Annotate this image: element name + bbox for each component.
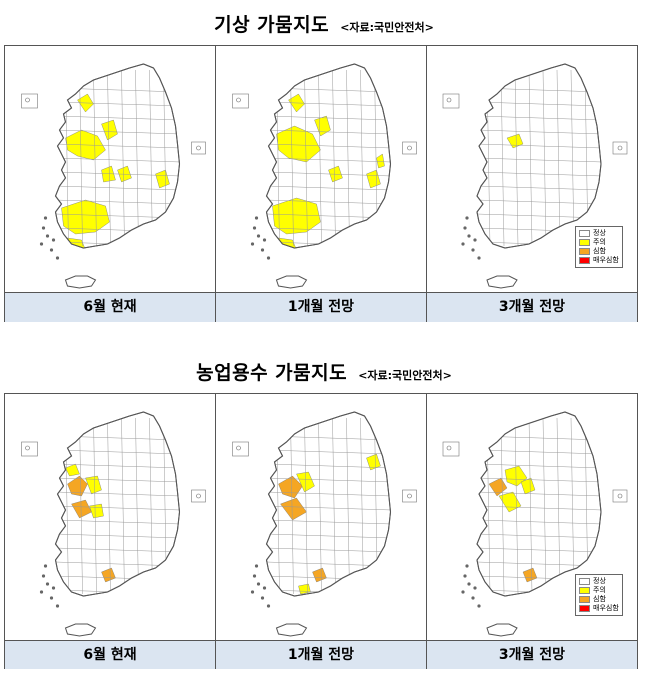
- caution-region: [376, 153, 385, 169]
- legend-item: 매우심함: [579, 256, 619, 265]
- caution-region: [366, 169, 381, 189]
- panel-label-1month: 1개월 전망: [216, 293, 427, 322]
- caution-region: [298, 583, 311, 595]
- legend-item: 심함: [579, 247, 619, 256]
- legend-label: 매우심함: [593, 256, 619, 264]
- legend-item: 매우심함: [579, 604, 619, 613]
- caution-region: [276, 125, 321, 163]
- panel-label-3month: 3개월 전망: [498, 647, 566, 663]
- caution-region: [520, 477, 536, 495]
- legend-label: 주의: [593, 586, 606, 594]
- map-row: 정상 주의 심함 매우심함: [5, 46, 637, 292]
- caution-region: [101, 165, 116, 183]
- map-panel-table: 정상 주의 심함 매우심함 6월 현재 1개월 전망 3개월 전망: [4, 393, 638, 669]
- map-panel-current: [5, 394, 216, 640]
- korea-drought-map-meteorological-1month-icon: [232, 63, 417, 289]
- legend-label: 심함: [593, 247, 606, 255]
- legend-item: 주의: [579, 586, 619, 595]
- caution-region: [155, 169, 170, 189]
- section-title-text: 기상 가뭄지도: [214, 14, 330, 36]
- section-title: 농업용수 가뭄지도 <자료:국민안전처>: [0, 358, 648, 385]
- legend-swatch: [579, 239, 590, 246]
- panel-label-current: 6월 현재: [5, 641, 216, 669]
- caution-region: [65, 463, 80, 477]
- caution-region: [85, 475, 102, 495]
- legend-swatch: [579, 587, 590, 594]
- section-title-text: 농업용수 가뭄지도: [196, 362, 348, 384]
- korea-drought-map-meteorological-3month-icon: [442, 63, 628, 289]
- korea-drought-map-meteorological-current-icon: [21, 63, 206, 289]
- map-legend: 정상 주의 심함 매우심함: [575, 574, 623, 616]
- legend-swatch: [579, 257, 590, 264]
- section-source: <자료:국민안전처>: [340, 21, 434, 34]
- panel-label-row: 6월 현재 1개월 전망 3개월 전망: [5, 640, 637, 669]
- legend-label: 주의: [593, 238, 606, 246]
- legend-swatch: [579, 578, 590, 585]
- caution-region: [506, 133, 524, 149]
- map-panel-1month: [216, 394, 427, 640]
- map-panel-1month: [216, 46, 427, 292]
- serious-region: [280, 497, 307, 521]
- legend-item: 심함: [579, 595, 619, 604]
- legend-label: 매우심함: [593, 604, 619, 612]
- caution-region: [272, 197, 321, 235]
- legend-swatch: [579, 596, 590, 603]
- map-panel-table: 정상 주의 심함 매우심함 6월 현재 1개월 전망 3개월 전망: [4, 45, 638, 322]
- caution-region: [366, 453, 381, 471]
- section-source: <자료:국민안전처>: [358, 369, 452, 382]
- korea-drought-map-agricultural-1month-icon: [232, 411, 417, 637]
- legend-item: 주의: [579, 238, 619, 247]
- map-panel-3month: 정상 주의 심함 매우심함: [427, 46, 637, 292]
- caution-region: [314, 115, 331, 137]
- korea-drought-map-agricultural-3month-icon: [442, 411, 628, 637]
- korea-drought-map-agricultural-current-icon: [21, 411, 206, 637]
- map-legend: 정상 주의 심함 매우심함: [575, 226, 623, 268]
- panel-label-3month: 3개월 전망: [498, 299, 566, 315]
- legend-item: 정상: [579, 577, 619, 586]
- panel-label-1month: 1개월 전망: [216, 641, 427, 669]
- panel-label-current: 6월 현재: [5, 293, 216, 322]
- legend-label: 심함: [593, 595, 606, 603]
- section-title: 기상 가뭄지도 <자료:국민안전처>: [0, 10, 648, 37]
- legend-swatch: [579, 230, 590, 237]
- legend-item: 정상: [579, 229, 619, 238]
- legend-label: 정상: [593, 229, 606, 237]
- caution-region: [101, 119, 118, 141]
- map-panel-3month: 정상 주의 심함 매우심함: [427, 394, 637, 640]
- legend-swatch: [579, 605, 590, 612]
- map-row: 정상 주의 심함 매우심함: [5, 394, 637, 640]
- map-panel-current: [5, 46, 216, 292]
- panel-label-row: 6월 현재 1개월 전망 3개월 전망: [5, 292, 637, 322]
- legend-swatch: [579, 248, 590, 255]
- legend-label: 정상: [593, 577, 606, 585]
